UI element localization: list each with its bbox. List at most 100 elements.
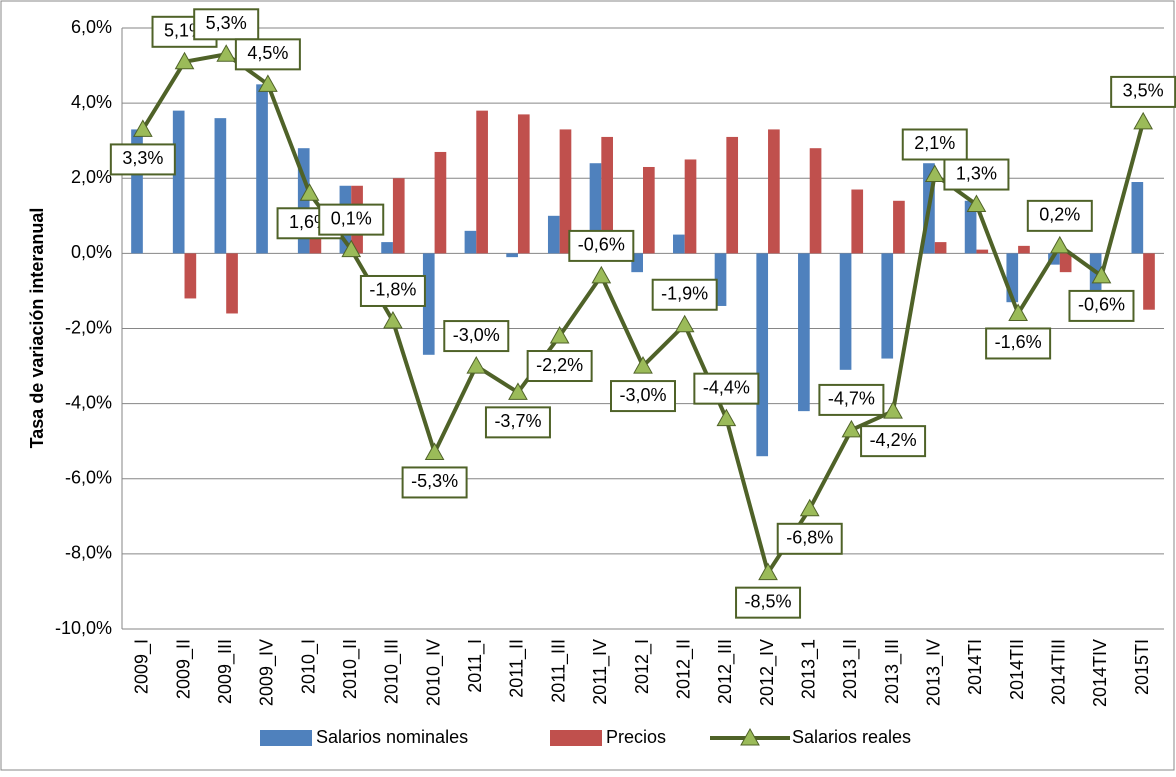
y-tick-label: -8,0% (65, 543, 112, 563)
x-tick-label: 2011_I (465, 639, 486, 693)
bar (684, 159, 697, 254)
marker (174, 51, 195, 70)
data-label: 3,5% (1123, 81, 1164, 101)
x-tick-label: 2009_II (173, 639, 194, 699)
y-tick-label: 2,0% (71, 167, 112, 187)
data-label: 0,1% (331, 208, 372, 228)
data-label-box (901, 128, 968, 161)
data-label-box (1026, 199, 1093, 232)
x-tick-label: 2010_IV (423, 639, 444, 706)
data-label: -4,7% (828, 389, 875, 409)
x-tick-label: 2013_1 (798, 639, 819, 699)
data-label: -4,4% (703, 377, 750, 397)
marker (591, 265, 612, 284)
data-label: 2,1% (914, 133, 955, 153)
data-label-box (818, 383, 885, 416)
y-tick-label: 0,0% (71, 242, 112, 262)
bar (226, 253, 238, 314)
bar (976, 249, 989, 254)
y-tick-label: -2,0% (65, 317, 112, 337)
marker (1091, 265, 1112, 284)
marker (549, 325, 570, 344)
bar (476, 110, 488, 254)
data-label: -0,6% (1078, 295, 1125, 315)
data-label: -1,8% (369, 280, 416, 300)
bar (589, 163, 602, 254)
legend-swatch (260, 730, 312, 746)
marker (633, 356, 653, 374)
data-label: -8,5% (745, 591, 792, 611)
data-label: -6,8% (786, 528, 833, 548)
data-label-box (985, 327, 1052, 360)
y-axis-title: Tasa de variación interanual (27, 208, 47, 449)
data-label: -1,9% (661, 283, 708, 303)
marker (383, 310, 403, 329)
bar (756, 253, 769, 457)
data-label: 3,3% (122, 148, 163, 168)
x-tick-label: 2010_II (340, 639, 361, 699)
bar (1059, 253, 1072, 273)
data-label: -1,6% (995, 332, 1042, 352)
legend-marker (740, 727, 760, 746)
data-label-box (318, 203, 385, 236)
data-label-box (526, 350, 593, 383)
bar (434, 151, 447, 254)
data-label: 4,5% (247, 43, 288, 63)
marker (216, 44, 237, 62)
x-tick-label: 2011_III (548, 639, 569, 703)
bar (297, 148, 310, 254)
data-label-box (1068, 289, 1135, 322)
x-tick-label: 2012_III (715, 639, 736, 704)
x-tick-label: 2015TI (1132, 639, 1152, 695)
marker (341, 239, 362, 258)
x-tick-label: 2009_I (132, 639, 153, 694)
marker (758, 562, 778, 581)
data-label: 5,3% (206, 13, 247, 33)
data-label: -3,7% (494, 411, 541, 431)
bar (964, 200, 977, 254)
y-tick-label: 4,0% (71, 92, 112, 112)
data-label-box (401, 466, 468, 499)
marker (924, 164, 945, 182)
data-label-box (109, 143, 176, 176)
marker (1049, 235, 1070, 254)
data-label-box (193, 8, 260, 41)
x-tick-label: 2014TIII (1049, 639, 1069, 705)
bar (506, 253, 518, 258)
bar (934, 242, 947, 254)
data-label-box (443, 320, 510, 353)
marker (258, 74, 278, 92)
y-tick-label: -10,0% (55, 618, 112, 638)
bar (547, 215, 560, 254)
bar (809, 148, 822, 254)
marker (424, 442, 445, 460)
bar (1143, 253, 1155, 310)
marker (883, 401, 903, 419)
data-label-box (610, 380, 676, 413)
bar (184, 253, 197, 299)
data-label-box (568, 229, 635, 262)
x-tick-label: 2011_IV (590, 639, 611, 705)
x-tick-label: 2009_IV (257, 639, 278, 706)
bar (768, 129, 780, 254)
data-label: 1,3% (956, 163, 997, 183)
data-label: -0,6% (578, 235, 625, 255)
marker (1008, 303, 1028, 321)
data-label: -3,0% (453, 325, 500, 345)
bar (172, 110, 185, 254)
x-tick-label: 2012_II (673, 639, 694, 699)
marker (466, 356, 487, 374)
data-label-box (776, 522, 843, 555)
y-tick-label: -4,0% (65, 392, 112, 412)
data-label: 0,2% (1039, 205, 1080, 225)
bar (214, 118, 227, 254)
bar (1006, 253, 1019, 303)
legend-swatch (550, 730, 602, 746)
bar (559, 129, 572, 254)
data-label-box (735, 586, 802, 619)
data-label-box (234, 38, 301, 71)
x-tick-label: 2014TII (1007, 639, 1027, 700)
x-tick-label: 2011_II (507, 639, 528, 698)
marker (841, 419, 862, 438)
